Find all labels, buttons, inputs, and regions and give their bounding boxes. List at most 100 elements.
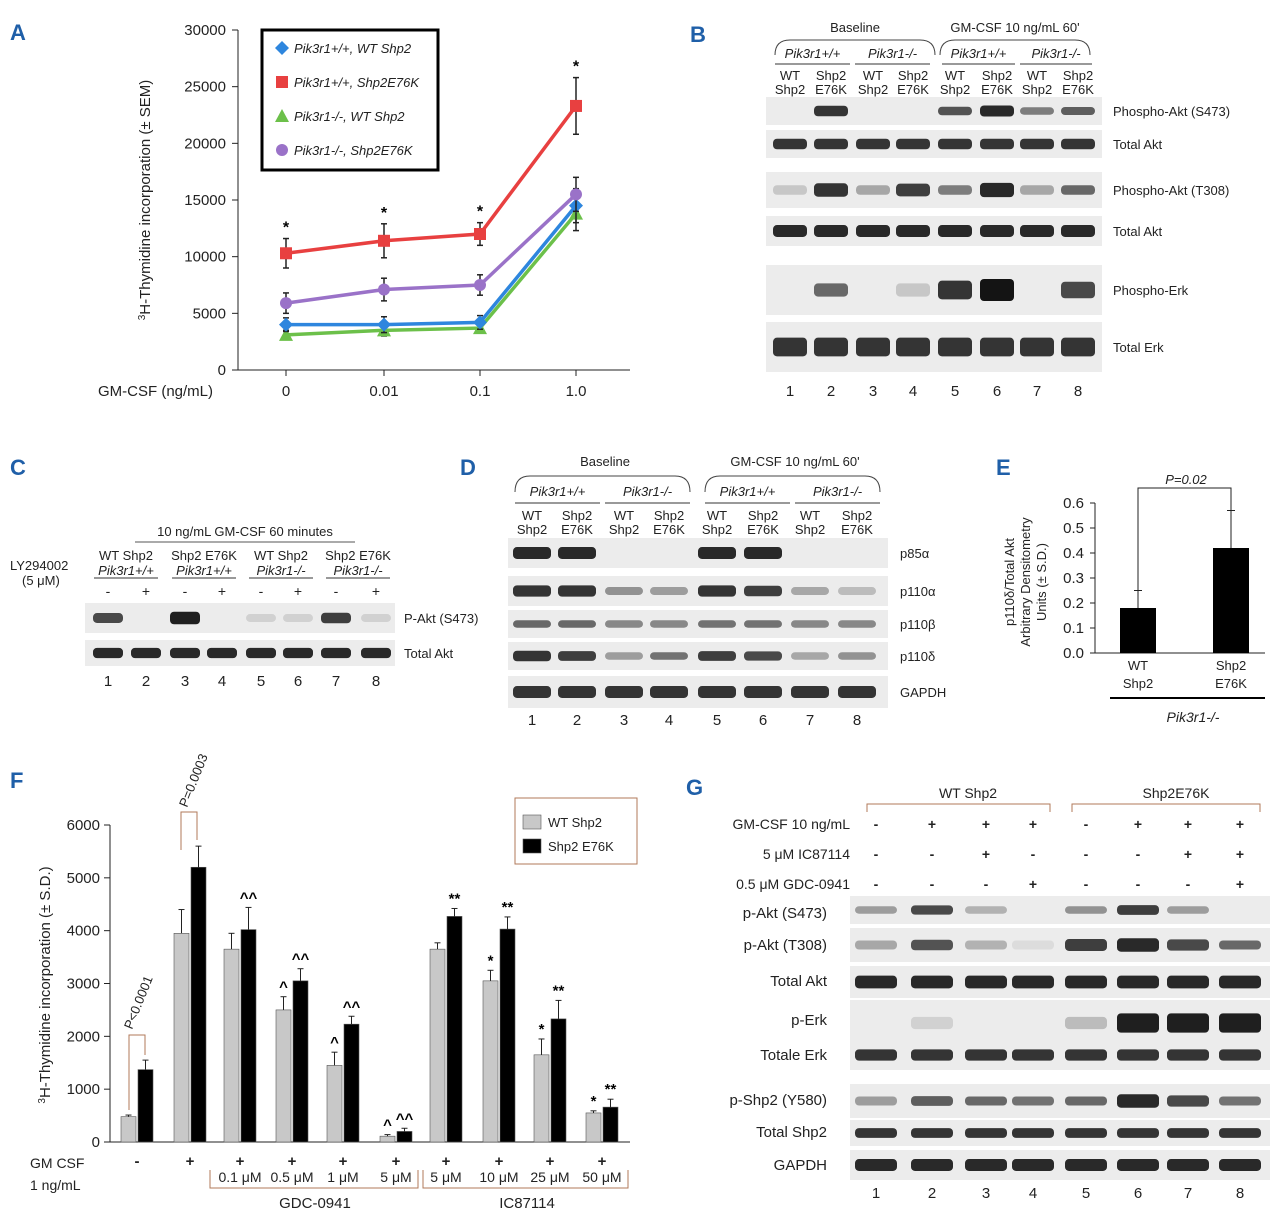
f-sig-mark: ^^ [343, 998, 361, 1015]
g-bracket-1 [866, 803, 1051, 812]
f-bar [223, 948, 240, 1143]
d-lane-number: 7 [806, 712, 814, 729]
a-sig-mark: * [381, 205, 388, 222]
g-condition-label: GM-CSF 10 ng/mL [733, 816, 851, 832]
d-lane-top: WT [522, 508, 542, 523]
b-lane-bot: Shp2 [940, 82, 970, 97]
f-sig-mark: ** [449, 890, 461, 907]
c-col-bot: Pik3r1+/+ [176, 563, 232, 578]
b-genotype: Pik3r1-/- [1031, 46, 1081, 61]
f-bar [429, 948, 446, 1143]
b-blot-band [938, 225, 972, 237]
c-sign: + [372, 583, 380, 599]
g-condition-label: 0.5 μM GDC-0941 [736, 876, 850, 892]
f-sig-mark: ** [553, 982, 565, 999]
b-blot-band [896, 337, 930, 357]
b-lane-number: 6 [993, 383, 1001, 400]
b-blot-band [938, 280, 972, 300]
f-bar [482, 980, 499, 1143]
e-ytick-label: 0.2 [1063, 595, 1084, 612]
d-lane-top: WT [707, 508, 727, 523]
c-lane-number: 5 [257, 673, 265, 690]
f-sig-mark: ^^ [396, 1110, 414, 1127]
d-blot-band [650, 652, 688, 660]
c-sign: + [142, 583, 150, 599]
f-gm-label-2: 1 ng/mL [30, 1177, 81, 1193]
b-lane-number: 7 [1033, 383, 1041, 400]
b-group-gmcsf: GM-CSF 10 ng/mL 60' [950, 20, 1079, 35]
d-blot-band [650, 587, 688, 595]
g-blot-band [1065, 939, 1107, 951]
f-sig-mark: ** [605, 1081, 617, 1098]
a-point [279, 327, 293, 341]
g-band-label: GAPDH [774, 1157, 827, 1174]
c-blot-band [246, 614, 276, 622]
c-blot-band [361, 647, 391, 659]
a-xtick-label: 1.0 [566, 383, 587, 400]
d-genotype: Pik3r1-/- [813, 484, 863, 499]
c-inhib-2: (5 μM) [22, 573, 60, 588]
b-blot-band [1061, 138, 1095, 150]
g-blot-band [965, 940, 1007, 950]
g-lane-number: 5 [1082, 1185, 1090, 1202]
g-lane-number: 4 [1029, 1185, 1037, 1202]
d-blot-band [558, 686, 596, 698]
a-series-line [286, 204, 578, 327]
panel-f: F 3H-Thymidine incorporation (± S.D.) 0 1… [10, 752, 638, 1212]
f-bar [120, 1116, 137, 1143]
f-bar [173, 933, 190, 1143]
panel-d: D Baseline GM-CSF 10 ng/mL 60' Pik3r1+/+… [460, 454, 946, 729]
b-bracket-1 [774, 39, 936, 56]
d-blot-band [513, 547, 551, 559]
b-blot-band [773, 225, 807, 237]
panel-c: C 10 ng/mL GM-CSF 60 minutes LY294002 (5… [10, 455, 478, 690]
f-sig-mark: * [539, 1021, 545, 1038]
c-lane-number: 4 [218, 673, 226, 690]
panel-a-legend [260, 28, 440, 172]
g-blot-band [1065, 1096, 1107, 1106]
d-lane-number: 5 [713, 712, 721, 729]
c-title: 10 ng/mL GM-CSF 60 minutes [157, 524, 333, 539]
g-sign: - [874, 816, 879, 832]
b-group-baseline: Baseline [830, 20, 880, 35]
b-blot-band [1061, 185, 1095, 195]
f-bar [292, 980, 309, 1143]
b-blot-band [856, 225, 890, 237]
g-blot-band [911, 1049, 953, 1061]
g-band-label: Totale Erk [760, 1047, 827, 1064]
a-xtick-label: 0 [282, 383, 290, 400]
g-blot-band [855, 940, 897, 950]
d-blot-band [605, 686, 643, 698]
g-blot-band [1219, 1128, 1261, 1138]
b-blot-band [814, 105, 848, 117]
c-band-label: Total Akt [404, 646, 454, 661]
c-blot-band [170, 647, 200, 659]
e-bar [1213, 548, 1249, 653]
f-conc: 25 μM [530, 1169, 569, 1185]
b-lane-top: Shp2 [898, 68, 928, 83]
g-blot-band [855, 1049, 897, 1061]
d-blot-band [838, 620, 876, 628]
d-lane-bot: E76K [561, 522, 593, 537]
b-blot-band [814, 337, 848, 357]
g-blot-band [965, 975, 1007, 989]
g-blot-band [1117, 975, 1159, 989]
a-point [474, 279, 486, 291]
panel-label-e: E [996, 455, 1011, 480]
f-bar [326, 1065, 343, 1143]
b-blot-band [896, 138, 930, 150]
a-ytick-label: 25000 [184, 79, 226, 96]
d-blot-band [558, 547, 596, 559]
a-ytick-label: 30000 [184, 22, 226, 39]
d-blot-band [698, 585, 736, 597]
b-blot-band [896, 183, 930, 197]
d-band-label: p110β [900, 617, 935, 632]
g-sign: - [1084, 816, 1089, 832]
d-band-label: p110δ [900, 649, 935, 664]
a-xtick-label: 0.01 [369, 383, 398, 400]
g-lane-number: 2 [928, 1185, 936, 1202]
d-lane-top: Shp2 [842, 508, 872, 523]
d-blot-band [605, 652, 643, 660]
a-legend-marker [275, 109, 289, 122]
b-blot-band [814, 283, 848, 297]
